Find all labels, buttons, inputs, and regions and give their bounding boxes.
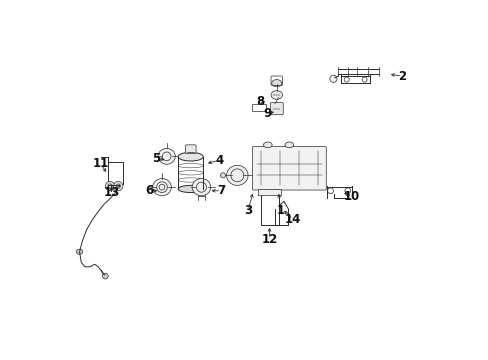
- Text: 3: 3: [244, 204, 252, 217]
- FancyBboxPatch shape: [185, 145, 196, 153]
- Ellipse shape: [263, 142, 271, 148]
- Ellipse shape: [178, 185, 203, 193]
- Text: 2: 2: [397, 69, 406, 82]
- Text: 7: 7: [217, 184, 225, 197]
- Ellipse shape: [76, 249, 82, 254]
- Ellipse shape: [285, 142, 293, 148]
- Ellipse shape: [105, 181, 115, 191]
- Text: 4: 4: [215, 154, 223, 167]
- Ellipse shape: [226, 165, 247, 185]
- Ellipse shape: [158, 148, 175, 164]
- Ellipse shape: [271, 80, 281, 87]
- Text: 9: 9: [263, 107, 271, 120]
- Ellipse shape: [102, 273, 108, 279]
- Ellipse shape: [329, 75, 336, 82]
- Text: 12: 12: [261, 233, 277, 246]
- Text: 1: 1: [276, 204, 284, 217]
- Ellipse shape: [178, 152, 203, 161]
- Bar: [260, 194, 278, 225]
- Text: 10: 10: [343, 190, 360, 203]
- Ellipse shape: [270, 91, 282, 99]
- FancyBboxPatch shape: [270, 103, 283, 115]
- Bar: [257, 189, 281, 195]
- Text: 5: 5: [152, 152, 161, 165]
- Bar: [251, 104, 265, 111]
- FancyBboxPatch shape: [252, 147, 325, 190]
- Ellipse shape: [152, 179, 171, 196]
- Text: 8: 8: [255, 95, 264, 108]
- Text: 13: 13: [103, 186, 120, 199]
- Text: 11: 11: [93, 157, 109, 170]
- Ellipse shape: [113, 181, 122, 191]
- Text: 6: 6: [145, 184, 153, 197]
- Ellipse shape: [192, 179, 210, 196]
- Text: 14: 14: [284, 213, 301, 226]
- Ellipse shape: [220, 173, 225, 178]
- Bar: [107, 162, 122, 184]
